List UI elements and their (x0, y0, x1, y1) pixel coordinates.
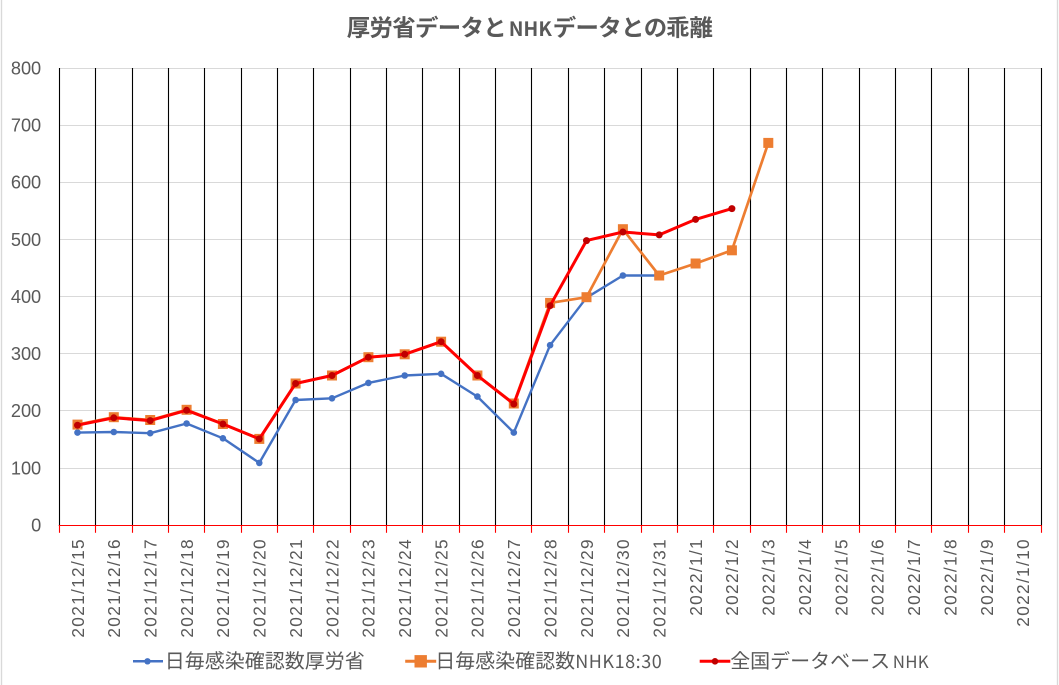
svg-text:2021/12/24: 2021/12/24 (395, 538, 415, 638)
svg-text:2021/12/21: 2021/12/21 (286, 538, 306, 638)
svg-text:2022/1/10: 2022/1/10 (1013, 538, 1033, 627)
svg-text:2022/1/4: 2022/1/4 (795, 538, 815, 616)
svg-text:2022/1/5: 2022/1/5 (831, 538, 851, 616)
svg-text:800: 800 (11, 58, 41, 78)
svg-text:2021/12/20: 2021/12/20 (250, 538, 270, 638)
svg-text:0: 0 (31, 516, 41, 536)
svg-text:400: 400 (11, 287, 41, 307)
svg-text:2021/12/15: 2021/12/15 (68, 538, 88, 638)
svg-text:600: 600 (11, 173, 41, 193)
svg-text:2021/12/19: 2021/12/19 (213, 538, 233, 638)
svg-text:2022/1/3: 2022/1/3 (759, 538, 779, 616)
svg-text:2021/12/25: 2021/12/25 (431, 538, 451, 638)
svg-text:2021/12/28: 2021/12/28 (540, 538, 560, 638)
svg-text:2021/12/30: 2021/12/30 (613, 538, 633, 638)
svg-text:2022/1/6: 2022/1/6 (868, 538, 888, 616)
svg-text:2022/1/7: 2022/1/7 (904, 538, 924, 616)
svg-text:2021/12/27: 2021/12/27 (504, 538, 524, 638)
svg-text:2021/12/18: 2021/12/18 (177, 538, 197, 638)
svg-text:2022/1/2: 2022/1/2 (722, 538, 742, 616)
svg-text:100: 100 (11, 458, 41, 478)
svg-text:700: 700 (11, 116, 41, 136)
svg-text:2021/12/29: 2021/12/29 (577, 538, 597, 638)
svg-text:500: 500 (11, 230, 41, 250)
svg-text:2022/1/9: 2022/1/9 (977, 538, 997, 616)
svg-text:2021/12/26: 2021/12/26 (468, 538, 488, 638)
svg-text:日毎感染確認数厚労省: 日毎感染確認数厚労省 (165, 645, 365, 674)
svg-text:2021/12/16: 2021/12/16 (104, 538, 124, 638)
svg-text:2022/1/8: 2022/1/8 (940, 538, 960, 616)
svg-text:2021/12/23: 2021/12/23 (359, 538, 379, 638)
svg-text:日毎感染確認数NHK18:30: 日毎感染確認数NHK18:30 (435, 645, 662, 674)
svg-text:300: 300 (11, 344, 41, 364)
svg-text:2021/12/31: 2021/12/31 (650, 538, 670, 638)
svg-text:2022/1/1: 2022/1/1 (686, 538, 706, 616)
svg-text:2021/12/17: 2021/12/17 (141, 538, 161, 638)
svg-text:200: 200 (11, 401, 41, 421)
svg-text:2021/12/22: 2021/12/22 (322, 538, 342, 638)
